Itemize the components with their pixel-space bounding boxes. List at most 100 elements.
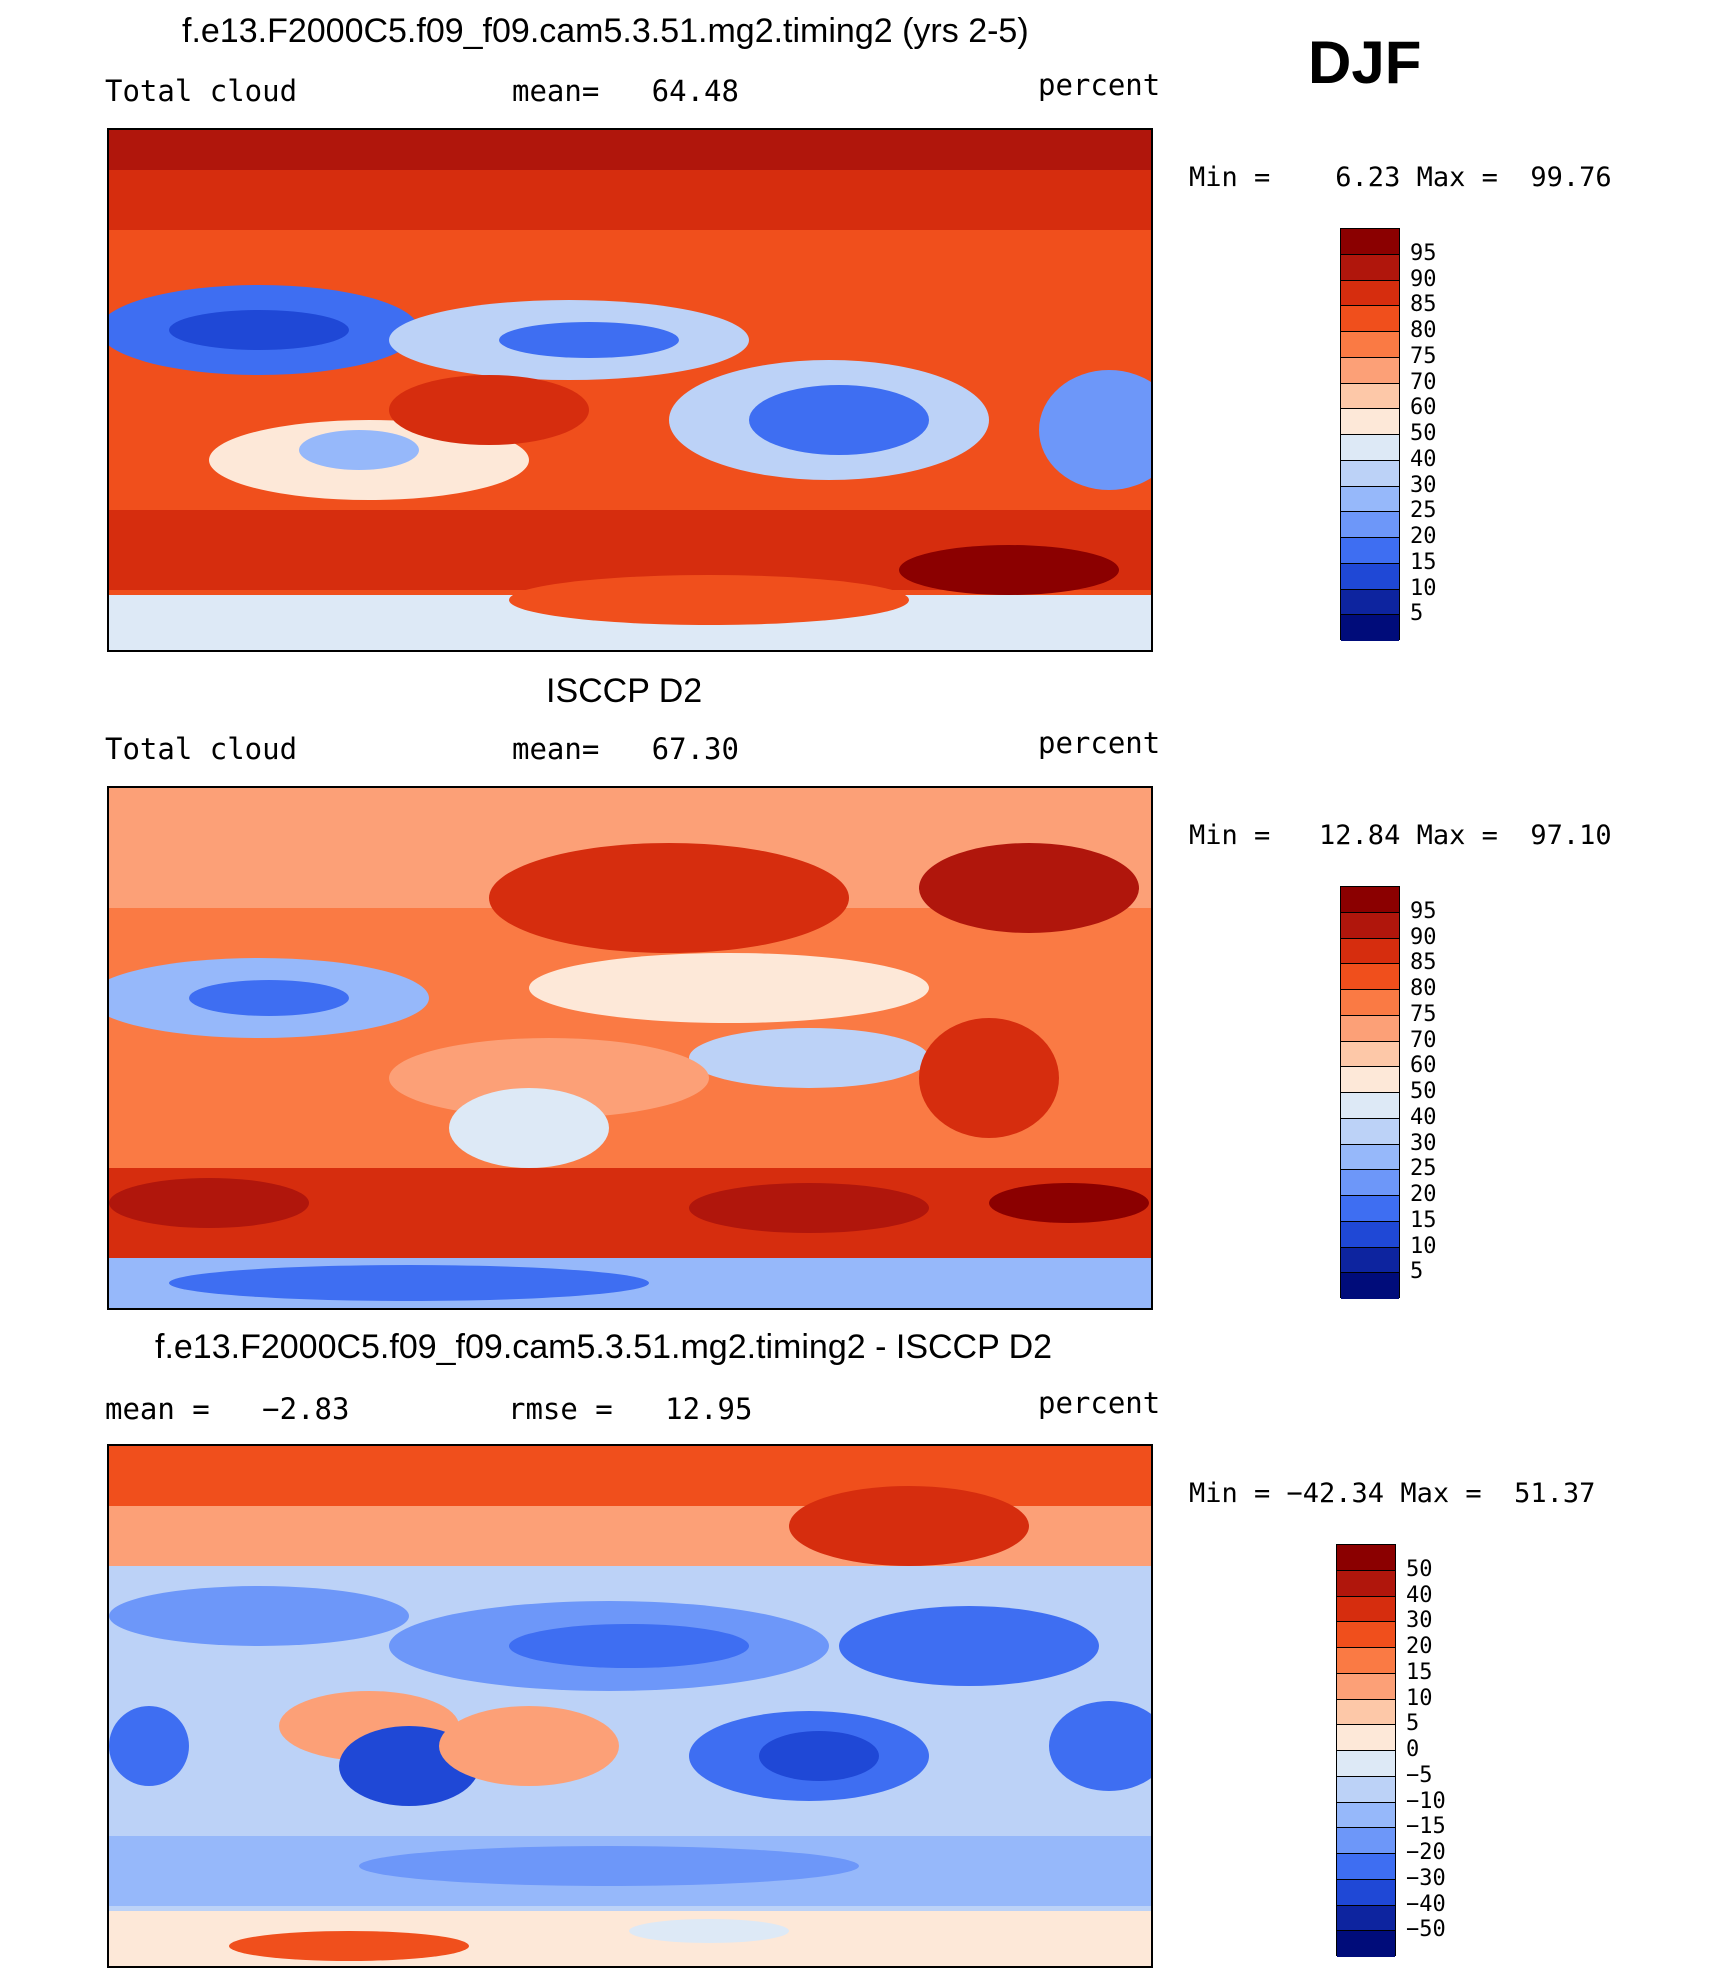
colorbar-swatch [1341, 280, 1399, 307]
colorbar-tick-label: 15 [1410, 549, 1437, 575]
colorbar-tick-label: 85 [1410, 292, 1437, 318]
colorbar-swatch [1341, 938, 1399, 965]
colorbar-tick-label: −15 [1406, 1814, 1446, 1840]
colorbar-swatch [1337, 1931, 1395, 1957]
colorbar-swatch [1341, 1247, 1399, 1274]
colorbar-swatch [1337, 1802, 1395, 1829]
colorbar-tick-label: 30 [1410, 1130, 1437, 1156]
panel1-colorbar: 95 90 85 80 75 70 60 50 40 30 25 20 15 10 5 [1340, 228, 1560, 641]
colorbar-tick-label: −40 [1406, 1891, 1446, 1917]
colorbar-swatch [1337, 1776, 1395, 1803]
colorbar-tick-label: 20 [1410, 524, 1437, 549]
colorbar-tick-label: 70 [1410, 1027, 1437, 1053]
colorbar-swatch [1341, 306, 1399, 332]
colorbar-swatch [1337, 1570, 1395, 1597]
colorbar-swatch [1337, 1622, 1395, 1648]
colorbar-swatch [1341, 254, 1399, 281]
colorbar-swatch [1341, 1015, 1399, 1042]
colorbar-tick-label: −50 [1406, 1917, 1446, 1943]
panel1-min-max: Min = 6.23 Max = 99.76 [1189, 162, 1612, 193]
colorbar-swatch [1337, 1673, 1395, 1700]
panel2-units-label: percent [1038, 726, 1161, 760]
colorbar-swatch [1341, 229, 1399, 255]
colorbar-tick-label: 10 [1406, 1685, 1433, 1711]
colorbar-swatch [1341, 1144, 1399, 1171]
panel3-colorbar: 50 40 30 20 15 10 5 0 −5 −10 −15 −20 −30 −40 −50 [1336, 1544, 1556, 1957]
colorbar-swatch [1341, 486, 1399, 513]
season-label: DJF [1308, 29, 1422, 96]
panel3-min-max: Min = −42.34 Max = 51.37 [1189, 1478, 1596, 1509]
panel2-map-field [109, 788, 1151, 1308]
colorbar-swatch [1341, 990, 1399, 1016]
colorbar-tick-label: 50 [1406, 1556, 1433, 1582]
panel2-colorbar-swatches [1340, 886, 1400, 1299]
panel3-rmse-label: rmse = 12.95 [508, 1392, 753, 1426]
colorbar-swatch [1341, 1093, 1399, 1119]
colorbar-swatch [1341, 1196, 1399, 1222]
colorbar-tick-label: 5 [1406, 1711, 1420, 1737]
colorbar-tick-label: 60 [1410, 1053, 1437, 1079]
colorbar-tick-label: 90 [1410, 266, 1437, 292]
colorbar-swatch [1337, 1699, 1395, 1726]
panel2-min-max: Min = 12.84 Max = 97.10 [1189, 820, 1612, 851]
colorbar-tick-label: 10 [1410, 1233, 1437, 1259]
colorbar-tick-label: 90 [1410, 924, 1437, 950]
colorbar-tick-label: 60 [1410, 395, 1437, 421]
panel1-title: f.e13.F2000C5.f09_f09.cam5.3.51.mg2.timi… [182, 12, 1029, 50]
colorbar-swatch [1341, 1170, 1399, 1196]
colorbar-tick-label: 85 [1410, 950, 1437, 976]
colorbar-swatch [1341, 563, 1399, 590]
colorbar-swatch [1337, 1545, 1395, 1571]
colorbar-tick-label: 40 [1410, 446, 1437, 472]
colorbar-swatch [1337, 1879, 1395, 1906]
panel2-mean-label: mean= 67.30 [512, 732, 739, 766]
colorbar-tick-label: 75 [1410, 343, 1437, 369]
colorbar-tick-label: 30 [1406, 1608, 1433, 1634]
colorbar-tick-label: −5 [1406, 1762, 1433, 1788]
colorbar-tick-label: 15 [1406, 1659, 1433, 1685]
colorbar-tick-label: −10 [1406, 1788, 1446, 1814]
colorbar-swatch [1341, 1273, 1399, 1299]
colorbar-tick-label: 20 [1410, 1182, 1437, 1207]
panel2-variable-label: Total cloud [105, 732, 298, 766]
panel3-map-field [109, 1446, 1151, 1966]
colorbar-tick-label: 0 [1406, 1737, 1420, 1762]
colorbar-tick-label: 20 [1406, 1634, 1433, 1659]
panel1-units-label: percent [1038, 68, 1161, 102]
colorbar-swatch [1341, 409, 1399, 435]
colorbar-tick-label: 50 [1410, 421, 1437, 446]
colorbar-swatch [1341, 357, 1399, 384]
colorbar-swatch [1341, 538, 1399, 564]
colorbar-tick-label: −20 [1406, 1840, 1446, 1865]
panel3-units-label: percent [1038, 1386, 1161, 1420]
panel1-variable-label: Total cloud [105, 74, 298, 108]
colorbar-tick-label: 10 [1410, 575, 1437, 601]
panel2-colorbar: 95 90 85 80 75 70 60 50 40 30 25 20 15 10 5 [1340, 886, 1560, 1299]
colorbar-swatch [1341, 589, 1399, 616]
colorbar-swatch [1341, 332, 1399, 358]
colorbar-tick-label: 80 [1410, 976, 1437, 1001]
colorbar-tick-label: 40 [1406, 1582, 1433, 1608]
colorbar-swatch [1341, 964, 1399, 990]
panel3-title: f.e13.F2000C5.f09_f09.cam5.3.51.mg2.timi… [155, 1328, 1053, 1366]
panel1-map [107, 128, 1153, 652]
colorbar-swatch [1337, 1751, 1395, 1777]
colorbar-tick-label: 50 [1410, 1079, 1437, 1104]
colorbar-tick-label: 75 [1410, 1001, 1437, 1027]
colorbar-swatch [1341, 460, 1399, 487]
colorbar-tick-label: 95 [1410, 898, 1437, 924]
colorbar-swatch [1337, 1648, 1395, 1674]
colorbar-tick-label: −30 [1406, 1865, 1446, 1891]
colorbar-tick-label: 25 [1410, 498, 1437, 524]
panel1-colorbar-swatches [1340, 228, 1400, 641]
colorbar-swatch [1337, 1725, 1395, 1751]
colorbar-tick-label: 5 [1410, 601, 1424, 627]
panel3-colorbar-swatches [1336, 1544, 1396, 1957]
colorbar-tick-label: 80 [1410, 318, 1437, 343]
colorbar-tick-label: 25 [1410, 1156, 1437, 1182]
colorbar-swatch [1341, 1041, 1399, 1068]
panel3-mean-label: mean = −2.83 [105, 1392, 350, 1426]
colorbar-tick-label: 70 [1410, 369, 1437, 395]
colorbar-swatch [1337, 1828, 1395, 1854]
colorbar-tick-label: 5 [1410, 1259, 1424, 1285]
